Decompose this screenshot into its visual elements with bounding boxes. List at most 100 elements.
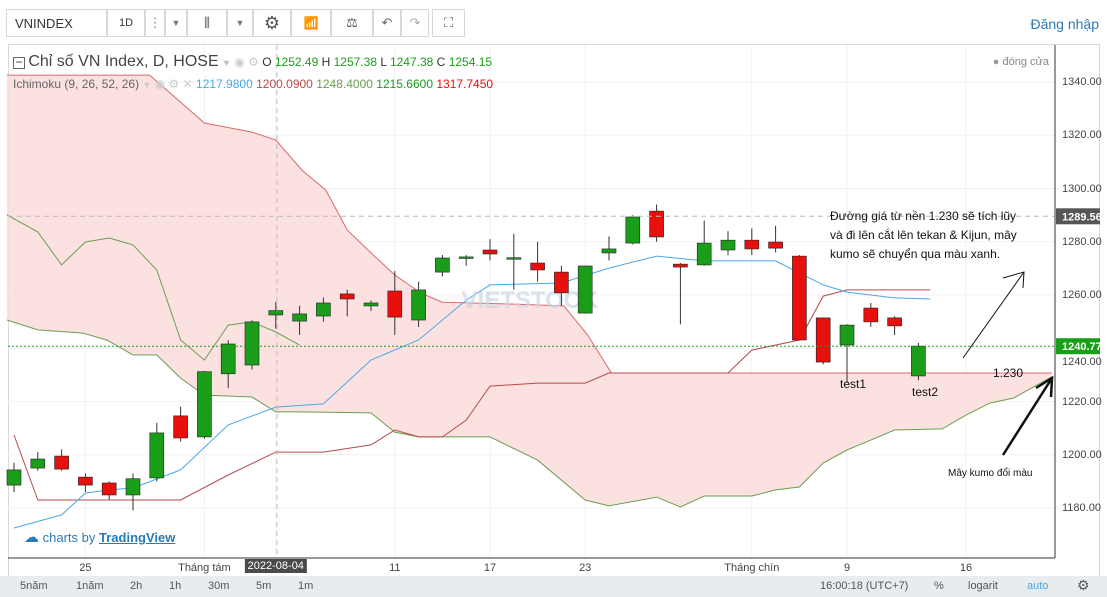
senkou-a-line <box>6 319 1052 508</box>
candle <box>125 473 141 511</box>
x-tick-label: 17 <box>483 562 497 574</box>
more-intervals-icon[interactable]: ⋮ <box>145 9 165 37</box>
tenkan-value: 1217.9800 <box>196 77 253 91</box>
ichimoku-visibility-icon[interactable]: ◉ <box>154 77 166 91</box>
auto-toggle[interactable]: auto <box>1027 580 1049 592</box>
candlestick-icon[interactable]: ⫼ <box>187 9 227 37</box>
range-1y[interactable]: 1năm <box>76 580 104 592</box>
candle-body <box>220 343 236 375</box>
bottom-bar: 5năm 1năm 2h 1h 30m 5m 1m 16:00:18 (UTC+… <box>0 576 1107 597</box>
range-5m[interactable]: 5m <box>256 580 272 592</box>
annotation-line: và đi lên cắt lên tekan & Kijun, mây <box>830 228 1017 242</box>
y-tick-label: 1180.00 <box>1062 502 1101 514</box>
candle <box>411 281 426 327</box>
gear-icon[interactable]: ⚙ <box>253 9 291 37</box>
kumo-cloud <box>6 75 1052 507</box>
ichimoku-dropdown-icon[interactable]: ▼ <box>142 80 152 90</box>
high-label: H <box>321 55 331 69</box>
candle-body <box>363 302 379 307</box>
indicators-icon[interactable]: 📶 <box>291 9 331 37</box>
login-link[interactable]: Đăng nhập <box>1030 16 1099 32</box>
y-tick-label: 1280.00 <box>1062 235 1102 248</box>
high-value: 1257.38 <box>333 55 378 69</box>
annotation-line: Đường giá từ nền 1.230 sẽ tích lũy <box>830 209 1017 223</box>
open-label: O <box>262 55 272 69</box>
redo-icon[interactable]: ↷ <box>401 9 429 37</box>
annotation-test2: test2 <box>912 385 939 399</box>
candle-body <box>6 469 22 486</box>
y-tick-label: 1260.00 <box>1062 289 1102 301</box>
candle <box>101 481 117 501</box>
candle-body <box>411 289 426 321</box>
tradingview-branding[interactable]: ☁ charts by TradingView <box>24 528 175 546</box>
compare-icon[interactable]: ⚖ <box>331 9 373 37</box>
ichimoku-settings-icon[interactable]: ⚙ <box>168 77 180 91</box>
last-price-badge <box>1056 338 1100 355</box>
candle <box>601 236 617 261</box>
visibility-icon[interactable]: ◉ <box>234 55 245 69</box>
interval-dropdown-icon[interactable]: ▼ <box>165 9 187 37</box>
candle-body <box>149 432 165 479</box>
range-30m[interactable]: 30m <box>208 580 230 592</box>
candle <box>815 317 831 365</box>
candle-body <box>720 239 736 251</box>
candle-body <box>244 321 260 366</box>
range-1m[interactable]: 1m <box>298 580 314 592</box>
range-2h[interactable]: 2h <box>130 580 143 592</box>
candle-body <box>696 242 712 266</box>
candle-body <box>78 476 93 486</box>
percent-toggle[interactable]: % <box>934 580 944 592</box>
candle <box>387 271 403 335</box>
candle <box>458 255 474 266</box>
candle-body <box>530 262 545 271</box>
senkou-b-line <box>6 74 1052 374</box>
range-1h[interactable]: 1h <box>169 580 182 592</box>
annotation-line: kumo sẽ chuyển qua màu xanh. <box>830 247 1001 261</box>
x-tick-label: 9 <box>843 562 851 574</box>
senkou-b-value: 1317.7450 <box>436 77 494 91</box>
branding-prefix: charts by <box>42 530 96 545</box>
x-tick-label: Tháng tám <box>178 562 231 574</box>
kijun-value: 1200.0900 <box>256 77 313 91</box>
ichimoku-remove-icon[interactable]: ✕ <box>182 77 193 91</box>
candle <box>149 422 165 482</box>
clock: 16:00:18 (UTC+7) <box>820 580 909 592</box>
collapse-icon[interactable]: − <box>13 56 25 69</box>
price-mode[interactable]: ● đóng cửa <box>992 56 1049 68</box>
candle <box>768 225 783 253</box>
last-price-label: 1240.77 <box>1062 341 1102 353</box>
candle <box>173 406 188 442</box>
series-dropdown-icon[interactable]: ▼ <box>221 58 231 68</box>
candle <box>720 231 736 256</box>
close-value: 1254.15 <box>448 55 493 69</box>
candle <box>316 297 331 322</box>
candle <box>863 302 879 327</box>
candle-body <box>839 324 855 346</box>
candle-body <box>458 256 474 259</box>
candle <box>30 452 46 471</box>
candle-body <box>577 265 593 314</box>
symbol-input[interactable]: VNINDEX <box>6 9 107 37</box>
series-settings-icon[interactable]: ⚙ <box>248 55 259 69</box>
undo-icon[interactable]: ↶ <box>373 9 401 37</box>
y-tick-label: 1320.00 <box>1062 129 1102 142</box>
y-tick-label: 1300.00 <box>1062 182 1102 195</box>
kijun-line <box>13 289 931 501</box>
interval-button[interactable]: 1D <box>107 9 145 37</box>
candle <box>839 324 855 383</box>
range-5y[interactable]: 5năm <box>20 580 48 592</box>
low-label: L <box>380 55 387 69</box>
gear-icon[interactable]: ⚙ <box>1077 577 1090 593</box>
candle-body <box>506 257 522 260</box>
crosshair-price-label: 1289.56 <box>1062 211 1102 223</box>
candle-body <box>387 290 403 318</box>
chart-type-dropdown-icon[interactable]: ▼ <box>227 9 253 37</box>
series-legend: − Chỉ số VN Index, D, HOSE ▼ ◉ ⚙ O 1252.… <box>13 53 492 71</box>
log-toggle[interactable]: logarit <box>968 580 998 592</box>
candle-body <box>339 293 355 300</box>
senkou-a-value: 1215.6600 <box>376 77 433 91</box>
candle-body <box>625 216 641 244</box>
x-tick-label: Tháng chín <box>724 562 780 574</box>
fullscreen-icon[interactable]: ⛶ <box>432 9 465 37</box>
